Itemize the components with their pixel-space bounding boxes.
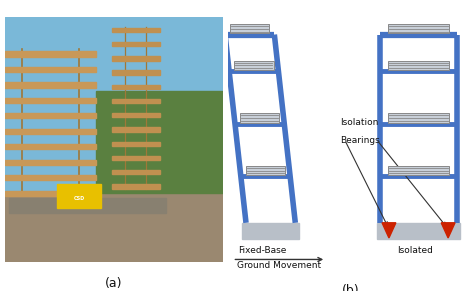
Bar [377, 223, 460, 239]
Bar [111, 70, 160, 75]
Bar [111, 170, 160, 174]
Bar [5, 194, 223, 262]
Bar [5, 51, 96, 56]
Polygon shape [234, 61, 273, 70]
Bar [111, 156, 160, 160]
Bar [388, 24, 449, 33]
Text: Isolated: Isolated [397, 246, 433, 255]
Bar [96, 91, 223, 194]
Polygon shape [230, 24, 269, 33]
Bar [111, 127, 160, 132]
Bar [242, 223, 299, 239]
Bar [388, 113, 449, 123]
Bar [5, 144, 96, 150]
Polygon shape [246, 166, 285, 175]
Text: Fixed-Base: Fixed-Base [238, 246, 286, 255]
Bar [5, 98, 96, 103]
Bar [9, 198, 166, 213]
Bar [388, 61, 449, 70]
Bar [5, 159, 96, 165]
Text: CSD: CSD [73, 196, 84, 200]
Polygon shape [240, 113, 279, 123]
Bar [5, 82, 96, 88]
Bar [111, 113, 160, 118]
Text: Ground Movement: Ground Movement [237, 261, 321, 270]
Bar [111, 42, 160, 46]
Bar [5, 67, 96, 72]
Polygon shape [382, 223, 396, 238]
Polygon shape [441, 223, 455, 238]
Bar [5, 129, 96, 134]
Bar [111, 184, 160, 189]
Text: (b): (b) [342, 284, 360, 291]
Text: (a): (a) [105, 276, 122, 290]
Bar [111, 28, 160, 32]
Text: Isolation: Isolation [340, 118, 378, 127]
Bar [111, 141, 160, 146]
Bar [388, 166, 449, 175]
Bar [111, 56, 160, 61]
Bar [111, 99, 160, 103]
Text: Bearings: Bearings [340, 136, 379, 145]
Bar [111, 85, 160, 89]
Bar [5, 175, 96, 180]
Bar [5, 113, 96, 118]
Bar [57, 184, 100, 208]
Bar [5, 191, 96, 196]
Bar [5, 17, 223, 194]
